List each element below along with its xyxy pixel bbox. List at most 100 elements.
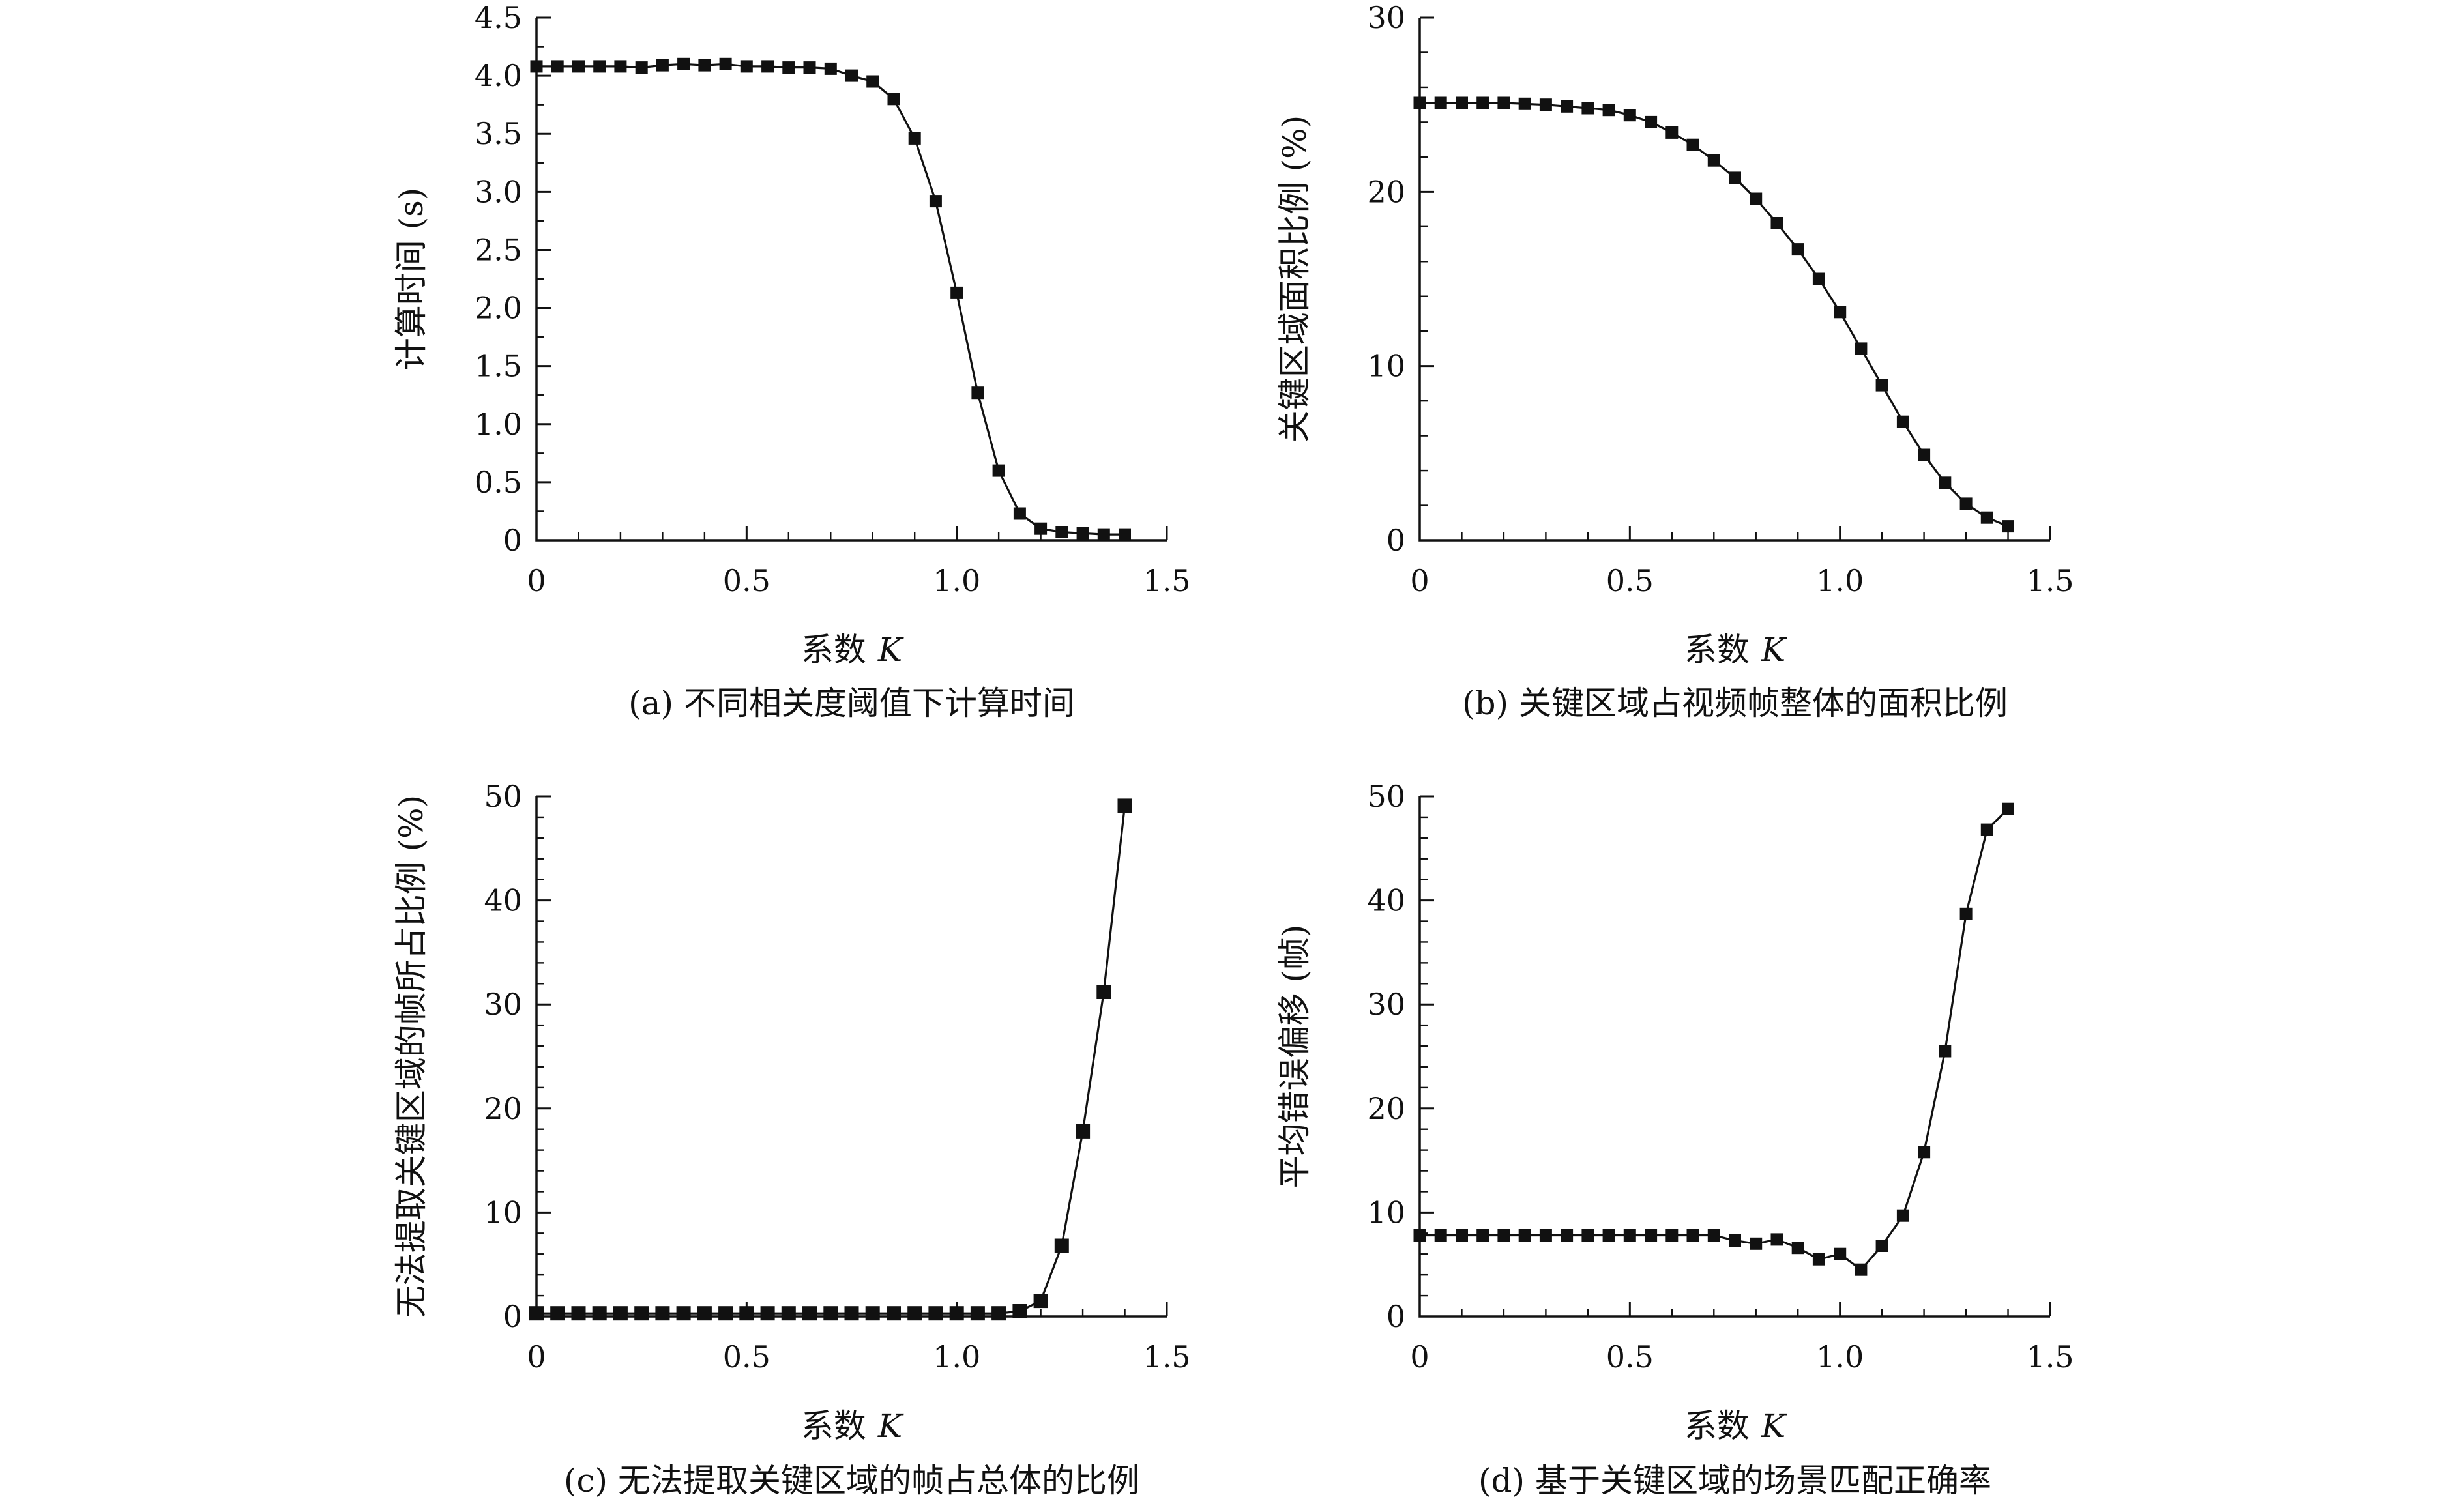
y-tick-label: 40 [484, 883, 522, 918]
y-tick-label: 4.5 [475, 0, 522, 35]
x-tick-label: 1.5 [1143, 1339, 1190, 1374]
data-point [1476, 96, 1489, 109]
data-point [1645, 115, 1658, 128]
data-point [1939, 1045, 1952, 1058]
axes-frame [1418, 18, 2050, 542]
data-point [1750, 192, 1763, 205]
data-point [1791, 1242, 1804, 1255]
x-tick-label: 1.0 [1816, 563, 1864, 598]
data-point [1707, 1229, 1720, 1242]
data-point [2002, 802, 2014, 815]
data-point [949, 1306, 964, 1321]
data-point [866, 75, 879, 88]
data-point [887, 1306, 901, 1321]
x-axis-title: 系数 K [801, 1407, 904, 1445]
panel-a: 0 0.5 1.0 1.5 0 0.5 1.0 1.5 2.0 2.5 3.0 3.5 4.0 4.5 系数… [392, 0, 1191, 722]
y-axis-title: 计算时间 (s) [392, 188, 430, 371]
data-point [1054, 1238, 1069, 1253]
y-tick-label: 2.0 [475, 291, 522, 326]
data-point [928, 1306, 943, 1321]
data-point [1834, 306, 1847, 319]
x-tick-label: 0 [527, 563, 546, 598]
data-point [1581, 1229, 1594, 1242]
y-axis-title: 无法提取关键区域的帧所占比例 (%) [392, 795, 430, 1318]
y-axis-title: 平均错误偏移 (帧) [1276, 925, 1313, 1189]
data-point [803, 61, 816, 74]
x-tick-label: 1.0 [933, 563, 980, 598]
data-point [613, 1306, 628, 1321]
y-tick-label: 3.0 [475, 174, 522, 209]
x-axis-title: 系数 K [801, 631, 904, 669]
y-tick-label: 30 [484, 987, 522, 1022]
data-point [1665, 126, 1679, 139]
data-point [1561, 100, 1574, 113]
data-point [1033, 1294, 1048, 1309]
data-point [929, 195, 942, 208]
data-point [1855, 1263, 1868, 1276]
x-axis-variable: K [1761, 631, 1787, 669]
x-axis-label: 系数 [801, 631, 866, 669]
axes-frame [535, 18, 1167, 542]
data-point [781, 1306, 796, 1321]
data-point [1770, 1233, 1783, 1246]
y-tick-label: 20 [484, 1091, 522, 1126]
data-point [824, 62, 837, 75]
data-point [1539, 98, 1552, 111]
data-point [971, 386, 984, 400]
data-point [1034, 522, 1048, 535]
data-point [1456, 96, 1468, 109]
data-point [1791, 243, 1804, 256]
data-point [782, 61, 795, 74]
x-axis-title: 系数 K [1684, 1407, 1787, 1445]
data-point [907, 1306, 922, 1321]
data-point [1750, 1237, 1763, 1250]
data-point [1980, 823, 1993, 836]
data-point [697, 1306, 712, 1321]
data-point [1456, 1229, 1468, 1242]
data-point [1896, 415, 1909, 428]
data-point [1855, 342, 1868, 355]
data-point [656, 59, 669, 72]
data-point [1518, 1229, 1531, 1242]
x-tick-label: 1.0 [1816, 1339, 1864, 1374]
data-point [950, 286, 963, 299]
x-axis-title: 系数 K [1684, 631, 1787, 669]
data-point [2002, 520, 2014, 533]
y-tick-label: 20 [1367, 174, 1405, 209]
data-point [1707, 154, 1720, 167]
data-point [614, 60, 627, 73]
data-point [1918, 1146, 1931, 1159]
data-point [550, 1306, 565, 1321]
data-point [1434, 1229, 1447, 1242]
data-point [592, 1306, 607, 1321]
data-point [1770, 217, 1783, 229]
data-point [529, 1306, 544, 1321]
y-tick-label: 50 [484, 779, 522, 814]
y-tick-label: 30 [1367, 0, 1405, 35]
axes-frame [535, 796, 1167, 1318]
data-point [1812, 1253, 1825, 1266]
data-point [1602, 1229, 1615, 1242]
data-point [1561, 1229, 1574, 1242]
data-point [970, 1306, 985, 1321]
y-tick-label: 0 [503, 1299, 522, 1334]
data-point [1413, 1229, 1426, 1242]
series-line [1420, 808, 2009, 1272]
data-point [1581, 102, 1594, 115]
data-point [823, 1306, 838, 1321]
data-point [572, 60, 585, 73]
data-point [1076, 527, 1089, 540]
data-point [1623, 109, 1636, 122]
y-tick-label: 2.5 [475, 232, 522, 267]
panel-caption: (b) 关键区域占视频帧整体的面积比例 [1462, 684, 2008, 722]
data-point [1117, 798, 1132, 813]
data-point [1875, 379, 1888, 392]
data-point [760, 1306, 775, 1321]
series-line [536, 806, 1126, 1315]
y-tick-label: 10 [1367, 349, 1405, 384]
data-point [1413, 96, 1426, 109]
y-tick-label: 0.5 [475, 465, 522, 500]
y-tick-label: 10 [1367, 1195, 1405, 1230]
y-tick-label: 1.5 [475, 349, 522, 384]
